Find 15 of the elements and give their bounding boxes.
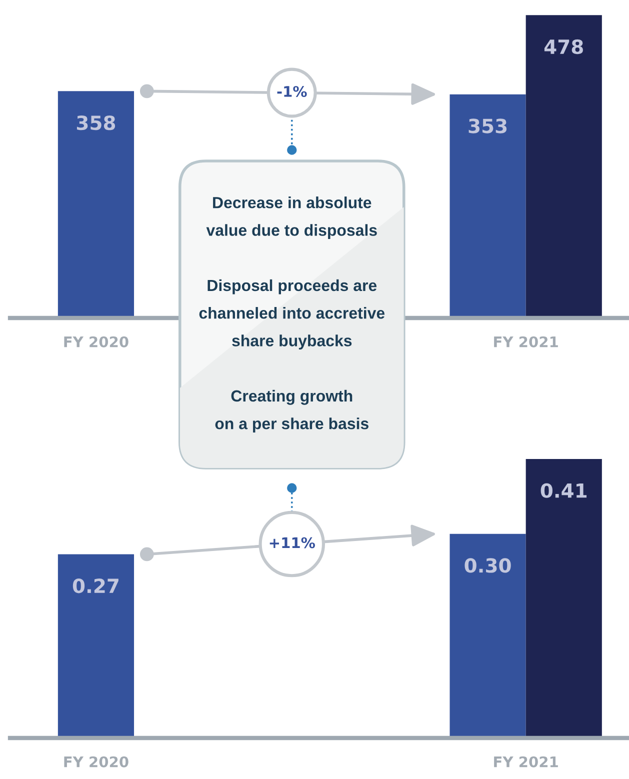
data-label: 0.27 (72, 578, 118, 594)
text: Creating growth on a per share basis (215, 390, 368, 432)
x-tick-label: FY 2021 (494, 336, 558, 348)
data-label: 0.30 (464, 558, 511, 573)
data-label: 0.41 (540, 483, 587, 498)
data-label: 353 (468, 118, 507, 134)
annotation: -1% (277, 86, 307, 97)
x-tick-label: FY 2021 (494, 756, 558, 768)
data-label: 358 (76, 115, 116, 130)
data-label: 478 (544, 39, 583, 54)
x-tick-label: FY 2020 (64, 336, 128, 348)
annotation: +11% (270, 537, 315, 548)
x-tick-label: FY 2020 (64, 756, 128, 768)
annotation: Disposal proceeds are channeled into accretive share buybacks (199, 279, 385, 350)
annotation: Decrease in absolute value due to disposals (206, 196, 377, 240)
